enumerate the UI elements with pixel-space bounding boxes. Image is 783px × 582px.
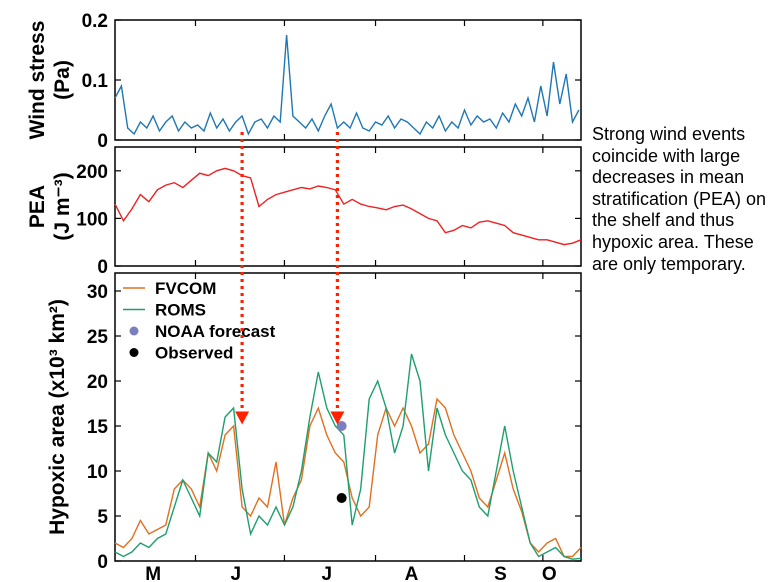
arrow-head-2 <box>330 411 345 425</box>
pea-panel: 0 100 200 PEA (J m⁻³) <box>26 146 582 278</box>
y-tick-label: 200 <box>76 162 108 183</box>
y-tick-label: 20 <box>87 372 108 393</box>
y-tick-label: 0.2 <box>82 11 108 32</box>
y-tick-label: 0.1 <box>82 71 109 92</box>
x-tick-label: M <box>145 564 161 582</box>
hypoxic-area-panel: 0 5 10 15 20 25 30 Hypoxic area (x10³ km²) M J J A S… <box>46 272 582 582</box>
y-axis-label: Hypoxic area (x10³ km²) <box>46 299 69 535</box>
annotation-text: Strong wind events coincide with large d… <box>592 124 767 274</box>
y-tick-label: 0 <box>97 131 108 152</box>
legend-label: NOAA forecast <box>155 322 276 341</box>
wind-event-arrows <box>235 132 345 425</box>
observed-point <box>336 493 347 503</box>
y-axis-label-line1: PEA <box>26 185 49 228</box>
y-tick-label: 5 <box>97 507 108 528</box>
x-tick-label: O <box>542 564 557 582</box>
y-tick-label: 15 <box>87 417 109 438</box>
wind-line <box>114 34 580 136</box>
y-tick-label: 0 <box>97 257 108 278</box>
x-tick-label: J <box>230 564 241 582</box>
roms-line <box>114 353 582 560</box>
legend-label: FVCOM <box>155 279 216 298</box>
legend-marker-observed <box>129 348 139 357</box>
y-tick-label: 10 <box>87 462 108 483</box>
pea-line <box>114 167 582 246</box>
legend-label: ROMS <box>155 301 206 320</box>
y-tick-label: 30 <box>87 282 108 303</box>
x-tick-label: J <box>322 564 333 582</box>
legend-marker-noaa-forecast <box>129 326 139 336</box>
legend-label: Observed <box>155 344 233 363</box>
wind-stress-panel: 0 0.1 0.2 Wind stress (Pa) <box>26 11 582 152</box>
plot-frame <box>114 272 582 562</box>
y-tick-label: 25 <box>87 327 109 348</box>
y-axis-label-line2: (Pa) <box>51 60 74 100</box>
plot-frame <box>114 146 582 267</box>
y-axis-label-line1: Wind stress <box>26 21 49 140</box>
y-tick-label: 100 <box>76 209 108 230</box>
y-axis-label-line2: (J m⁻³) <box>51 172 74 240</box>
x-tick-label: S <box>494 564 507 582</box>
x-tick-label: A <box>405 564 419 582</box>
noaa-forecast-point <box>336 421 347 431</box>
y-tick-label: 0 <box>97 552 108 573</box>
arrow-head-1 <box>235 411 250 425</box>
